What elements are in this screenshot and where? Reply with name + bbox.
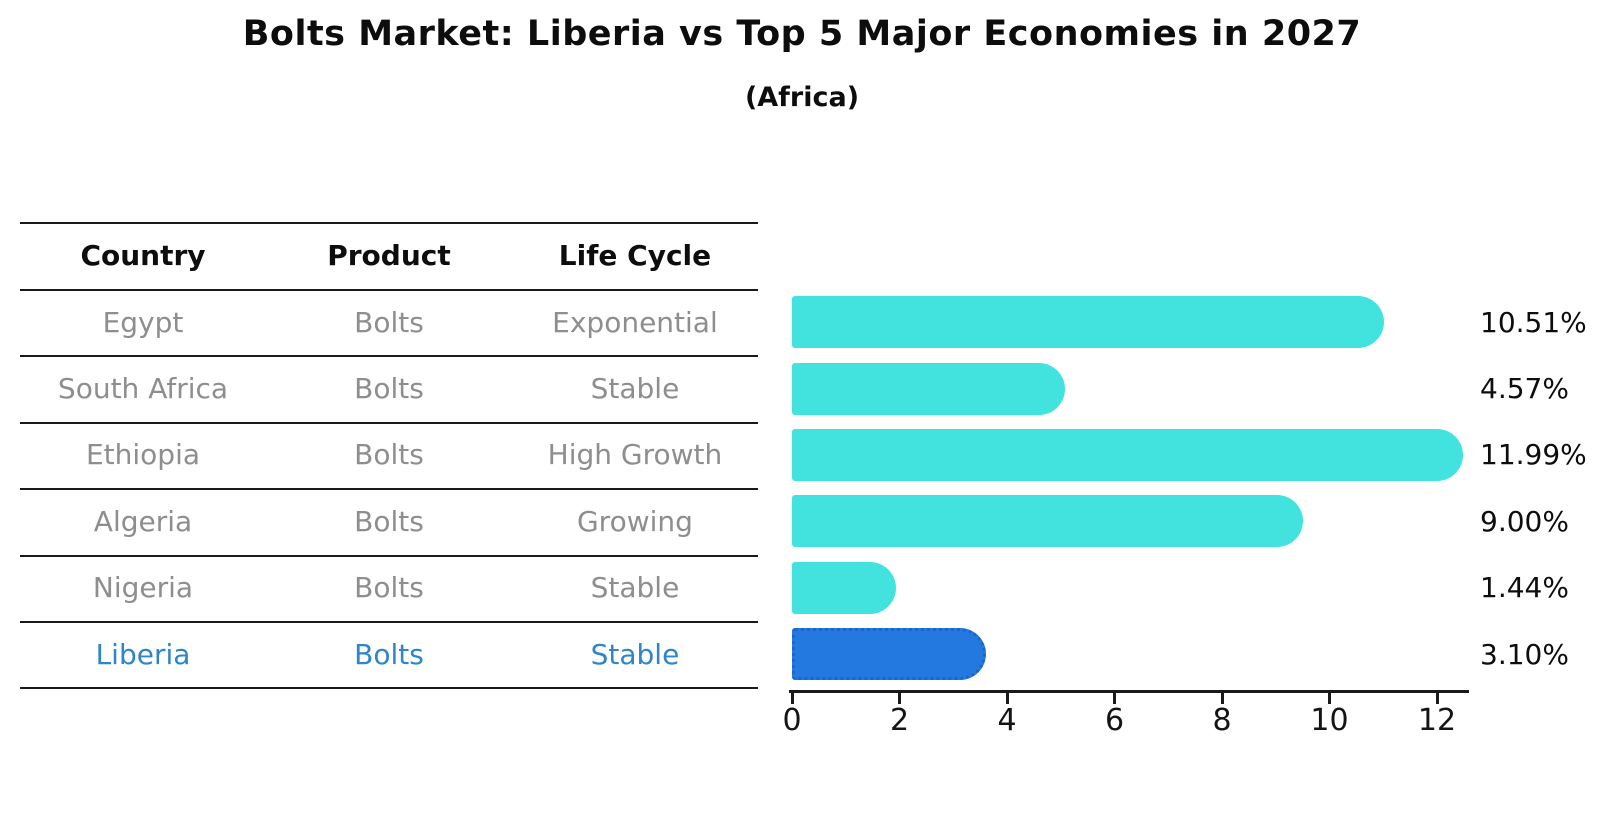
bar-egypt [792,296,1384,349]
x-axis-tick-label: 12 [1417,703,1457,738]
bar-value-label: 4.57% [1480,372,1569,406]
table-row-ethiopia: Ethiopia Bolts High Growth [20,422,758,488]
x-axis-tick [898,693,901,704]
table-cell-country: Algeria [93,504,193,538]
table-header-row: Country Product Life Cycle [20,222,758,289]
bar-value-label: 10.51% [1480,305,1587,339]
table-header-country: Country [80,239,206,272]
bar-liberia [792,628,986,681]
table-rule [20,488,758,491]
x-axis-tick-label: 8 [1212,703,1232,738]
table-cell-lifecycle: Exponential [552,305,718,339]
bar-value-label: 9.00% [1480,504,1569,538]
table-cell-country: South Africa [57,372,229,406]
table-cell-lifecycle: Growing [576,504,693,538]
x-axis-tick [1220,693,1224,704]
chart-title: Bolts Market: Liberia vs Top 5 Major Eco… [242,14,1362,54]
table-cell-product: Bolts [354,305,424,339]
table-cell-country: Ethiopia [85,438,201,472]
x-axis-tick [1328,693,1331,704]
table-rule [20,355,758,358]
x-axis-tick-label: 4 [997,703,1017,738]
table-cell-country: Liberia [95,637,191,671]
x-axis-tick [790,693,794,704]
table-cell-lifecycle: High Growth [547,438,723,472]
table-row-south-africa: South Africa Bolts Stable [20,355,758,421]
table-row-liberia: Liberia Bolts Stable [20,621,758,687]
table-cell-country: Egypt [102,305,184,339]
table-header-lifecycle: Life Cycle [558,239,712,272]
table-row-nigeria: Nigeria Bolts Stable [20,555,758,621]
chart-subtitle: (Africa) [744,82,860,113]
table-rule [20,289,758,291]
bar-ethiopia [792,429,1464,481]
table-cell-product: Bolts [354,571,424,605]
x-axis-tick-label: 2 [889,703,910,738]
table-cell-country: Nigeria [92,571,194,605]
table-cell-product: Bolts [354,438,424,472]
table-cell-lifecycle: Stable [590,571,680,605]
table-row-algeria: Algeria Bolts Growing [20,488,758,554]
bar-value-label: 11.99% [1480,438,1587,472]
bar-nigeria [792,561,897,614]
table-cell-product: Bolts [354,504,424,538]
table-row-egypt: Egypt Bolts Exponential [20,289,758,355]
x-axis-tick-label: 10 [1310,703,1349,738]
table-rule [20,687,758,690]
x-axis-tick [1435,693,1439,704]
table-rule [20,222,758,224]
table-cell-product: Bolts [354,637,424,671]
x-axis-tick [1005,693,1009,704]
table-cell-lifecycle: Stable [590,637,680,671]
bar-south-africa [792,362,1065,415]
bar-value-label: 1.44% [1480,571,1569,605]
table-header-product: Product [327,239,451,272]
x-axis-tick [1113,693,1116,704]
table-cell-lifecycle: Stable [590,372,680,406]
x-axis-line [789,690,1469,693]
table-rule [20,554,758,557]
table-cell-product: Bolts [354,372,424,406]
table-rule [20,621,758,623]
table-rule [20,421,758,424]
bar-algeria [792,495,1303,548]
x-axis-tick-label: 6 [1104,703,1125,738]
x-axis-tick-label: 0 [782,703,802,738]
bar-value-label: 3.10% [1480,637,1569,671]
